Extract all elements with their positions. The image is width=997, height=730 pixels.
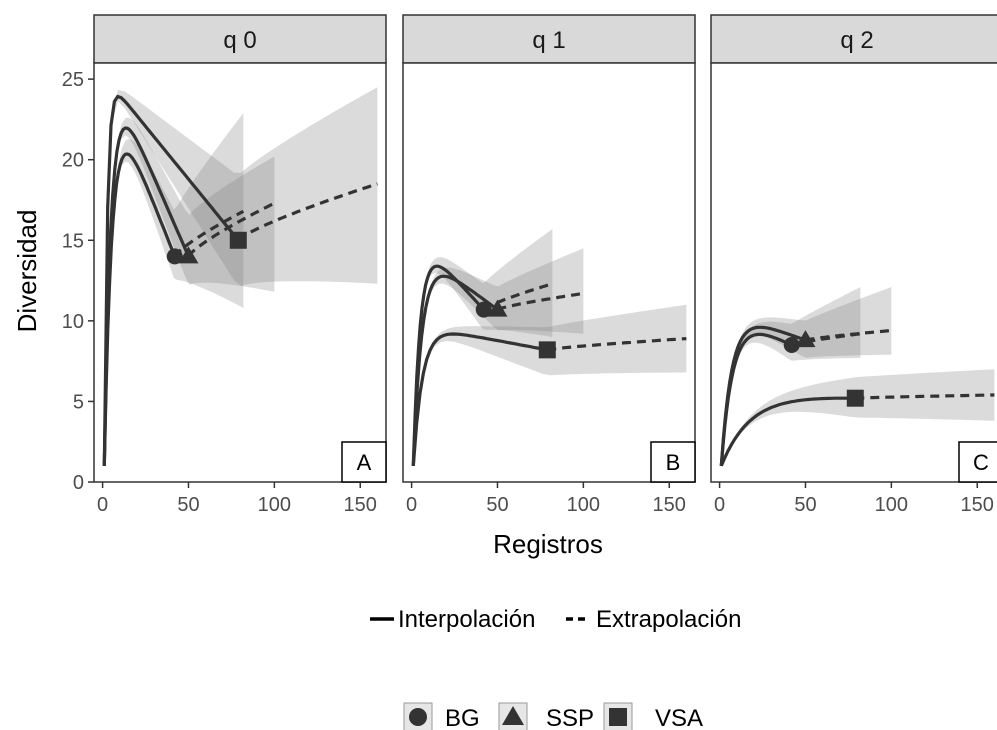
legend-label: VSA (655, 705, 703, 730)
panel-border (710, 62, 997, 483)
panel-border (402, 62, 696, 483)
interpolation-line-vsa (411, 332, 548, 467)
panel-3: q 2 C 0 50 100 150 (710, 14, 997, 516)
legend: Interpolación Extrapolación BG SSP VSA (370, 606, 741, 730)
interpolation-line-bg (102, 152, 177, 466)
extrapolation-line-vsa (547, 337, 687, 352)
interpolation-line-ssp (411, 274, 499, 466)
panel-label-box (650, 441, 696, 483)
strip-background (93, 14, 387, 64)
ci-band-bg (721, 287, 861, 466)
plot-background (94, 63, 386, 482)
y-tick-label: 25 (62, 69, 84, 91)
panel-label: B (666, 450, 681, 475)
point-ssp (795, 330, 816, 348)
strip-label: q 1 (532, 27, 565, 54)
point-ssp (178, 246, 199, 264)
legend-key-triangle (502, 706, 524, 725)
point-vsa (229, 231, 247, 249)
x-tick-label: 50 (794, 494, 816, 516)
point-bg (475, 301, 492, 318)
x-tick-label: 0 (406, 494, 417, 516)
ci-band-bg (413, 229, 553, 466)
x-tick-label: 100 (258, 494, 291, 516)
x-tick-label: 150 (653, 494, 686, 516)
panels: q 0 A 0 50 100 150 0 5 10 15 20 25 q 1 B 0 50 100 150 q 2 C… (62, 14, 997, 516)
x-tick-label: 0 (97, 494, 108, 516)
x-tick-label: 100 (567, 494, 600, 516)
point-bg (783, 337, 800, 354)
interpolation-line-ssp (102, 126, 190, 466)
interpolation-line-vsa (719, 396, 856, 467)
legend-key-circle (409, 708, 427, 726)
extrapolation-line-ssp (187, 201, 276, 258)
x-tick-label: 50 (177, 494, 199, 516)
interpolation-line-ssp (719, 325, 807, 467)
strip-background (710, 14, 997, 64)
ci-band-vsa (104, 87, 378, 466)
point-vsa (538, 341, 556, 359)
legend-key-square (609, 708, 627, 726)
legend-label: Extrapolación (596, 606, 741, 633)
strip-background (402, 14, 696, 64)
point-ssp (487, 299, 508, 317)
legend-label: SSP (546, 705, 594, 730)
y-tick-label: 5 (73, 391, 84, 413)
ci-band-bg (104, 113, 244, 466)
legend-label: Interpolación (398, 606, 535, 633)
panel-label: A (357, 450, 372, 475)
x-tick-label: 50 (486, 494, 508, 516)
y-axis-title: Diversidad (12, 210, 42, 333)
point-vsa (846, 389, 864, 407)
interpolation-line-bg (411, 264, 485, 466)
panel-border (93, 62, 387, 483)
plot-background (403, 63, 695, 482)
extrapolation-line-bg (482, 282, 553, 311)
y-tick-label: 10 (62, 311, 84, 333)
ci-band-vsa (721, 369, 995, 466)
y-tick-label: 0 (73, 472, 84, 494)
x-axis-title: Registros (493, 529, 603, 559)
ci-band-vsa (413, 304, 687, 466)
panel-2: q 1 B 0 50 100 150 (402, 14, 696, 516)
x-tick-label: 0 (714, 494, 725, 516)
extrapolation-line-vsa (237, 182, 378, 242)
strip-label: q 0 (223, 27, 256, 54)
extrapolation-line-bg (173, 209, 245, 258)
extrapolation-line-vsa (855, 393, 995, 400)
x-tick-label: 150 (344, 494, 377, 516)
panel-label-box (341, 441, 387, 483)
y-tick-label: 20 (62, 150, 84, 172)
strip-label: q 2 (840, 27, 873, 54)
x-tick-label: 150 (961, 494, 994, 516)
panel-label-box (958, 441, 997, 483)
ci-band-ssp (721, 287, 892, 466)
interpolation-line-vsa (102, 94, 240, 466)
panel-label: C (973, 450, 989, 475)
legend-label: BG (445, 705, 480, 730)
point-bg (166, 248, 183, 265)
y-tick-label: 15 (62, 230, 84, 252)
plot-background (711, 63, 997, 482)
ci-band-ssp (104, 117, 275, 466)
panel-1: q 0 A 0 50 100 150 0 5 10 15 20 25 (62, 14, 387, 516)
ci-band-ssp (413, 248, 584, 466)
x-tick-label: 100 (875, 494, 908, 516)
